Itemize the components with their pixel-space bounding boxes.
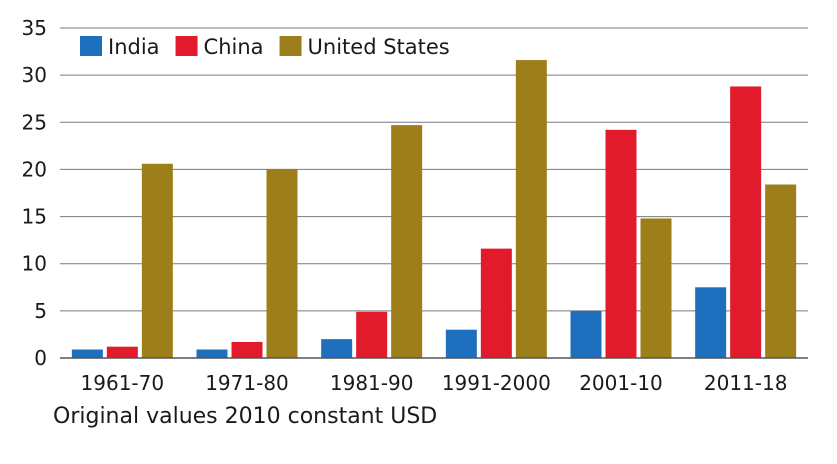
bar-india-1991-2000: [445, 329, 477, 358]
legend-label: United States: [308, 35, 450, 59]
bar-india-2011-18: [695, 287, 727, 358]
x-tick-label: 1981-90: [330, 371, 414, 395]
x-tick-label: 2011-18: [704, 371, 788, 395]
x-tick-label: 1961-70: [81, 371, 165, 395]
bar-india-2001-10: [570, 310, 602, 358]
y-tick-label: 5: [34, 299, 47, 323]
bar-united-states-1981-90: [391, 125, 423, 358]
legend-swatch-india: [80, 36, 102, 56]
bar-india-1971-80: [196, 349, 228, 358]
y-tick-label: 15: [22, 205, 47, 229]
bar-india-1961-70: [71, 349, 103, 358]
y-axis-tick-labels: 0 5 10 15 20 25 30 35: [22, 16, 47, 370]
y-tick-label: 35: [22, 16, 47, 40]
bar-india-1981-90: [321, 339, 353, 358]
bars: [71, 60, 797, 359]
bar-united-states-1961-70: [141, 163, 173, 358]
y-tick-label: 30: [22, 63, 47, 87]
bar-china-1961-70: [106, 346, 138, 358]
y-tick-label: 25: [22, 110, 47, 134]
bar-china-2001-10: [605, 129, 637, 358]
x-tick-label: 2001-10: [579, 371, 663, 395]
y-tick-label: 0: [34, 346, 47, 370]
legend-label: India: [108, 35, 160, 59]
y-tick-label: 10: [22, 252, 47, 276]
bar-united-states-2011-18: [765, 184, 797, 358]
bar-united-states-1991-2000: [515, 60, 547, 359]
x-tick-label: 1991-2000: [442, 371, 551, 395]
chart-caption: Original values 2010 constant USD: [53, 404, 438, 429]
bar-chart: 0 5 10 15 20 25 30 35 1961-70 1971-80 1981-90 1991…: [22, 16, 808, 395]
x-tick-label: 1971-80: [205, 371, 289, 395]
y-tick-label: 20: [22, 157, 47, 181]
bar-china-2011-18: [730, 86, 762, 358]
legend-label: China: [204, 35, 264, 59]
x-axis-tick-labels: 1961-70 1971-80 1981-90 1991-2000 2001-10 201…: [81, 371, 788, 395]
bar-united-states-1971-80: [266, 169, 298, 358]
bar-china-1991-2000: [480, 248, 512, 358]
bar-united-states-2001-10: [640, 218, 672, 358]
legend: India China United States: [80, 35, 450, 59]
legend-swatch-china: [175, 36, 198, 56]
bar-china-1981-90: [356, 311, 388, 358]
legend-swatch-united-states: [279, 36, 302, 56]
bar-china-1971-80: [231, 341, 263, 358]
gridlines: [60, 27, 808, 312]
